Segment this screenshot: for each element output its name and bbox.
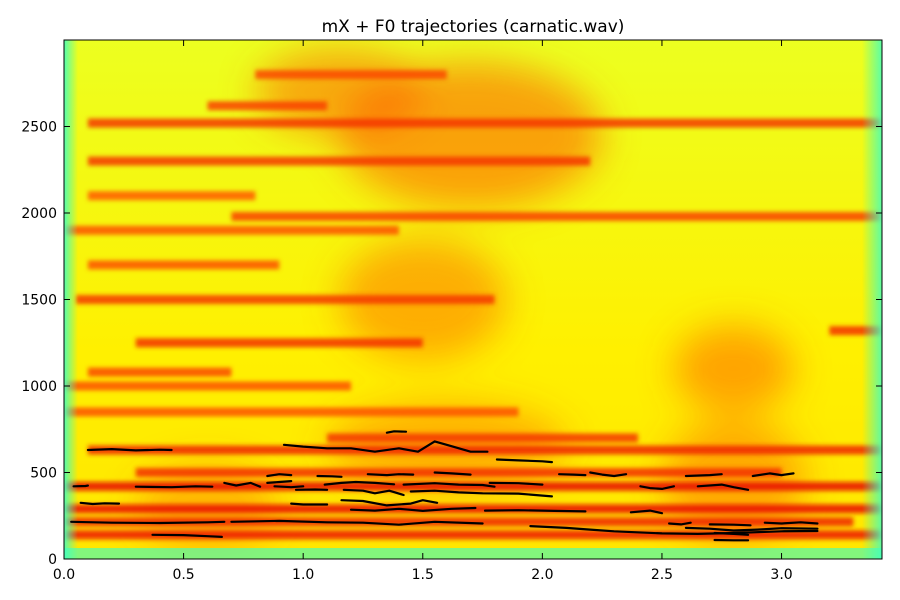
x-tick-label: 2.0	[531, 567, 553, 583]
y-tick-label: 0	[48, 552, 57, 568]
f0-trajectory-11	[290, 502, 329, 506]
f0-trajectories	[70, 430, 819, 542]
harmonic-band-16	[87, 191, 256, 201]
x-tick-label: 0.0	[53, 567, 75, 583]
chart-title: mX + F0 trajectories (carnatic.wav)	[322, 17, 625, 37]
f0-trajectory-3	[70, 520, 226, 525]
f0-trajectory-19	[349, 506, 477, 512]
harmonic-band-15	[231, 211, 882, 221]
f0-trajectory-24	[495, 458, 554, 464]
y-tick-label: 2000	[21, 206, 57, 222]
f0-trajectory-30	[629, 509, 664, 515]
harmonic-band-18	[87, 118, 882, 128]
harmonic-band-12	[75, 295, 495, 304]
harmonic-band-17	[87, 156, 591, 166]
x-tick-label: 1.5	[412, 567, 434, 583]
f0-trajectory-1	[72, 484, 90, 488]
x-tick-label: 0.5	[172, 567, 194, 583]
y-tick-label: 500	[30, 466, 57, 482]
f0-trajectory-23	[433, 471, 472, 476]
f0-trajectory-6	[223, 481, 262, 488]
energy-region-3	[673, 325, 794, 412]
f0-trajectory-32	[667, 521, 692, 526]
harmonic-band-9	[87, 367, 232, 377]
f0-trajectory-2	[79, 501, 121, 506]
f0-trajectory-28	[557, 473, 587, 477]
f0-trajectory-5	[134, 485, 214, 489]
harmonic-band-5	[87, 445, 882, 455]
harmonic-band-8	[64, 381, 352, 391]
f0-trajectory-13	[282, 440, 489, 453]
harmonic-band-7	[64, 407, 519, 417]
f0-trajectory-12	[230, 519, 484, 526]
f0-trajectory-15	[316, 474, 343, 478]
f0-trajectory-8	[266, 480, 293, 484]
f0-trajectory-14	[385, 430, 408, 434]
f0-trajectory-9	[273, 485, 305, 489]
x-tick-label: 1.0	[292, 567, 314, 583]
f0-trajectory-21	[402, 482, 496, 488]
f0-trajectory-20	[366, 473, 415, 477]
harmonic-band-4	[135, 468, 782, 477]
f0-trajectory-18	[340, 499, 439, 507]
f0-trajectory-17	[342, 488, 405, 497]
spectrogram-plot	[64, 40, 882, 559]
f0-trajectory-34	[696, 483, 750, 491]
harmonic-band-3	[64, 481, 882, 491]
f0-trajectory-16	[323, 480, 396, 486]
f0-trajectory-25	[483, 509, 587, 513]
x-tick-label: 2.5	[651, 567, 673, 583]
harmonic-band-13	[87, 260, 280, 270]
f0-trajectory-33	[684, 473, 723, 478]
harmonic-band-10	[135, 338, 423, 348]
spectrogram-left-edge	[64, 40, 78, 559]
f0-trajectory-22	[409, 489, 554, 498]
f0-trajectory-36	[708, 523, 752, 527]
f0-trajectory-29	[589, 471, 628, 478]
f0-trajectory-27	[529, 524, 819, 536]
x-axis: 0.0 0.5 1.0 1.5 2.0 2.5 3.0	[53, 40, 793, 583]
f0-trajectory-40	[763, 521, 819, 525]
y-tick-label: 1500	[21, 293, 57, 309]
f0-trajectory-37	[713, 531, 750, 536]
f0-trajectory-4	[151, 533, 223, 539]
f0-trajectory-35	[684, 526, 819, 532]
y-axis: 0 500 1000 1500 2000 2500	[21, 120, 882, 568]
harmonic-band-14	[64, 225, 399, 235]
y-tick-label: 2500	[21, 120, 57, 136]
harmonic-band-20	[255, 70, 447, 80]
spectrogram-bottom-edge	[64, 548, 882, 559]
f0-trajectory-7	[266, 473, 293, 478]
f0-trajectory-26	[488, 481, 544, 486]
spectrogram-right-edge	[862, 40, 882, 559]
y-tick-label: 1000	[21, 379, 57, 395]
x-tick-label: 3.0	[770, 567, 792, 583]
f0-trajectory-0	[86, 448, 173, 452]
f0-trajectory-39	[751, 472, 795, 478]
harmonic-band-0	[64, 530, 882, 540]
harmonic-band-11	[829, 326, 882, 336]
harmonic-band-19	[207, 101, 328, 111]
f0-trajectory-31	[639, 485, 676, 490]
harmonic-band-6	[327, 433, 639, 443]
